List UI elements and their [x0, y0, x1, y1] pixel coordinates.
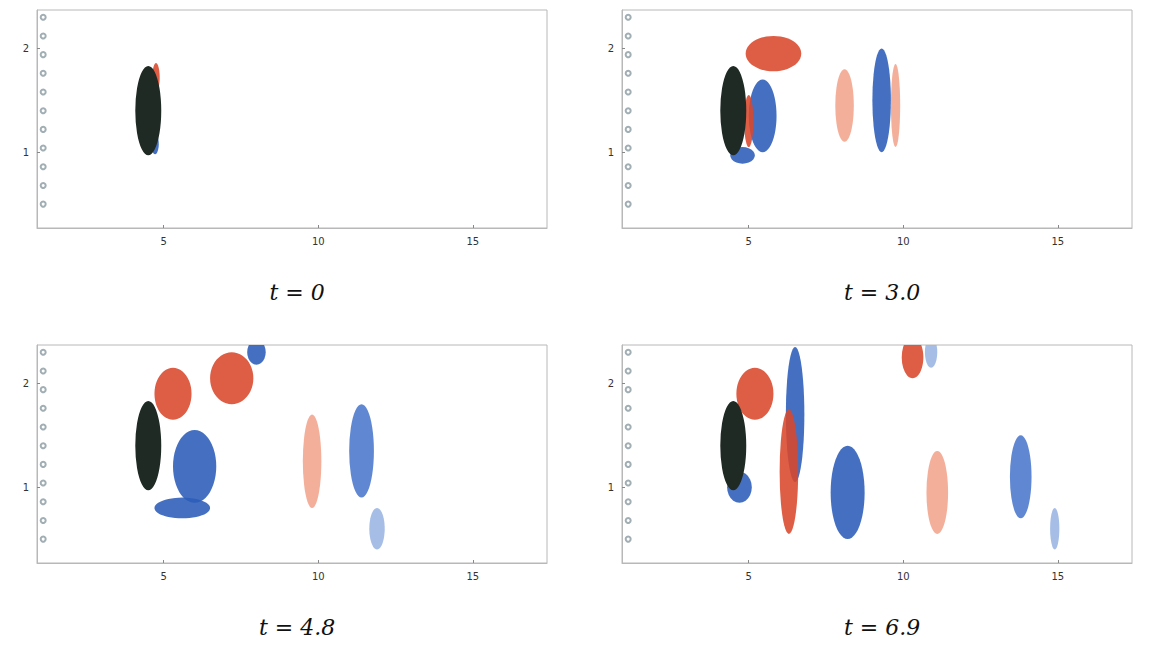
- svg-text:2: 2: [23, 43, 29, 54]
- svg-text:1: 1: [23, 482, 29, 493]
- svg-text:5: 5: [746, 571, 752, 582]
- svg-text:t = 0: t = 0: [269, 280, 324, 305]
- svg-text:10: 10: [897, 236, 910, 247]
- svg-text:1: 1: [23, 147, 29, 158]
- svg-text:t = 3.0: t = 3.0: [844, 280, 920, 305]
- svg-text:15: 15: [1051, 571, 1064, 582]
- svg-text:10: 10: [312, 236, 325, 247]
- svg-text:5: 5: [161, 236, 167, 247]
- svg-text:10: 10: [312, 571, 325, 582]
- svg-text:t = 6.9: t = 6.9: [844, 615, 920, 640]
- svg-text:10: 10: [897, 571, 910, 582]
- svg-text:t = 4.8: t = 4.8: [259, 615, 335, 640]
- svg-text:5: 5: [746, 236, 752, 247]
- svg-text:1: 1: [608, 482, 614, 493]
- svg-text:2: 2: [23, 378, 29, 389]
- svg-text:15: 15: [466, 571, 479, 582]
- svg-text:2: 2: [608, 43, 614, 54]
- svg-text:2: 2: [608, 378, 614, 389]
- svg-text:5: 5: [161, 571, 167, 582]
- svg-text:15: 15: [1051, 236, 1064, 247]
- svg-text:1: 1: [608, 147, 614, 158]
- svg-text:15: 15: [466, 236, 479, 247]
